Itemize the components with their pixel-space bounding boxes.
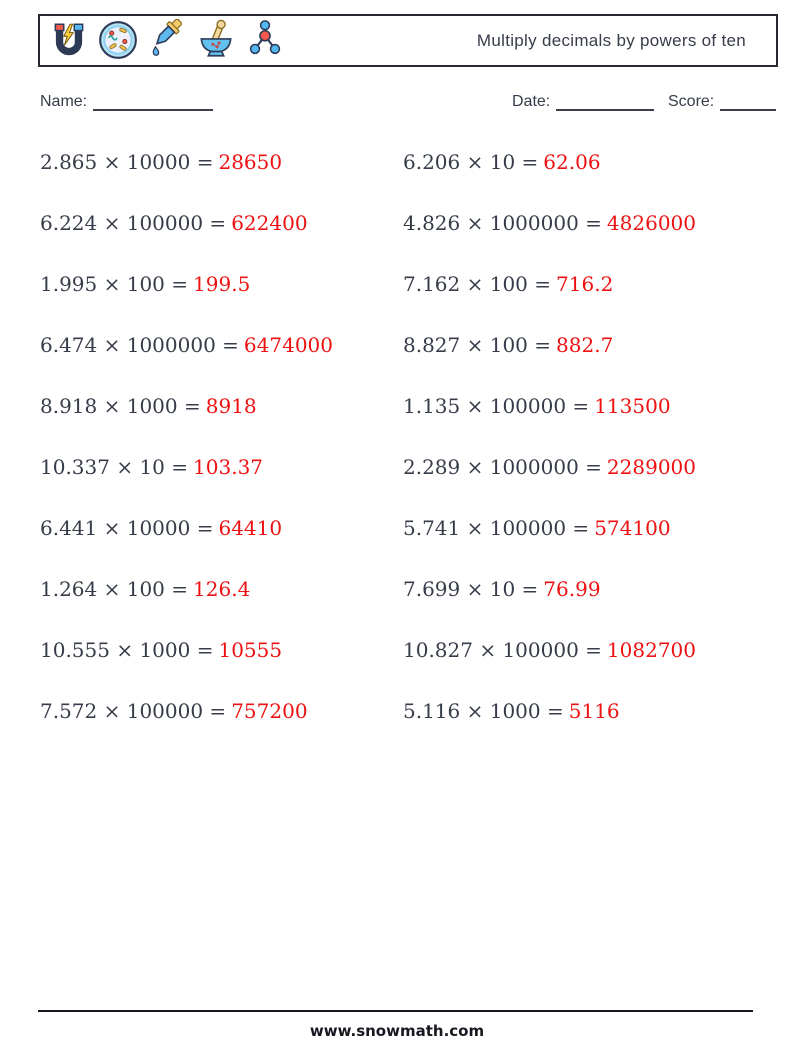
problem-expression: 6.224 × 100000 =: [40, 211, 227, 235]
problem-row: 10.555 × 1000 = 10555: [40, 637, 403, 698]
problem-row: 6.206 × 10 = 62.06: [403, 149, 766, 210]
petri-dish-icon: [99, 21, 137, 59]
problem-row: 6.474 × 1000000 = 6474000: [40, 332, 403, 393]
date-blank-line: [556, 96, 655, 111]
problem-row: 6.224 × 100000 = 622400: [40, 210, 403, 271]
problem-row: 8.827 × 100 = 882.7: [403, 332, 766, 393]
problem-answer: 126.4: [193, 577, 251, 601]
problem-expression: 2.289 × 1000000 =: [403, 455, 602, 479]
problem-expression: 5.741 × 100000 =: [403, 516, 590, 540]
worksheet-title: Multiply decimals by powers of ten: [476, 30, 746, 50]
problem-expression: 7.162 × 100 =: [403, 272, 552, 296]
score-field: Score:: [668, 93, 777, 111]
problem-row: 6.441 × 10000 = 64410: [40, 515, 403, 576]
problem-answer: 622400: [231, 211, 308, 235]
name-label: Name:: [40, 93, 88, 110]
name-field: Name:: [40, 93, 214, 111]
score-blank-line: [720, 96, 777, 111]
problem-answer: 199.5: [193, 272, 251, 296]
problem-row: 10.337 × 10 = 103.37: [40, 454, 403, 515]
problem-expression: 10.555 × 1000 =: [40, 638, 214, 662]
problem-answer: 8918: [205, 394, 257, 418]
mortar-pestle-icon: [200, 19, 232, 57]
problem-row: 5.741 × 100000 = 574100: [403, 515, 766, 576]
problem-answer: 76.99: [543, 577, 601, 601]
problem-answer: 62.06: [543, 150, 601, 174]
problem-expression: 4.826 × 1000000 =: [403, 211, 602, 235]
problem-expression: 1.995 × 100 =: [40, 272, 189, 296]
problem-expression: 8.918 × 1000 =: [40, 394, 201, 418]
problem-row: 7.699 × 10 = 76.99: [403, 576, 766, 637]
problem-expression: 10.827 × 100000 =: [403, 638, 602, 662]
problem-answer: 103.37: [193, 455, 264, 479]
problem-row: 1.264 × 100 = 126.4: [40, 576, 403, 637]
problem-answer: 4826000: [606, 211, 696, 235]
problem-row: 7.572 × 100000 = 757200: [40, 698, 403, 759]
footer-divider: [38, 1010, 753, 1012]
problems-left-column: 2.865 × 10000 = 28650 6.224 × 100000 = 622…: [40, 149, 403, 759]
science-icon-strip: [48, 19, 286, 61]
problem-expression: 6.474 × 1000000 =: [40, 333, 239, 357]
problem-answer: 716.2: [556, 272, 614, 296]
problems-grid: 2.865 × 10000 = 28650 6.224 × 100000 = 622…: [40, 149, 772, 759]
worksheet-header: Multiply decimals by powers of ten: [38, 14, 778, 67]
problem-expression: 6.441 × 10000 =: [40, 516, 214, 540]
problem-answer: 1082700: [606, 638, 696, 662]
problem-expression: 5.116 × 1000 =: [403, 699, 564, 723]
problem-answer: 574100: [594, 516, 671, 540]
problem-answer: 2289000: [606, 455, 696, 479]
problem-answer: 6474000: [243, 333, 333, 357]
problem-row: 1.135 × 100000 = 113500: [403, 393, 766, 454]
problem-row: 4.826 × 1000000 = 4826000: [403, 210, 766, 271]
problem-answer: 757200: [231, 699, 308, 723]
fields-row: Name: Date: Score:: [40, 93, 777, 119]
problem-expression: 7.572 × 100000 =: [40, 699, 227, 723]
problem-row: 8.918 × 1000 = 8918: [40, 393, 403, 454]
problem-expression: 2.865 × 10000 =: [40, 150, 214, 174]
problem-expression: 6.206 × 10 =: [403, 150, 539, 174]
problem-answer: 5116: [568, 699, 620, 723]
problem-row: 2.865 × 10000 = 28650: [40, 149, 403, 210]
problem-row: 10.827 × 100000 = 1082700: [403, 637, 766, 698]
score-label: Score:: [668, 93, 715, 110]
problem-answer: 28650: [218, 150, 283, 174]
date-field: Date:: [512, 93, 655, 111]
date-label: Date:: [512, 93, 551, 110]
problem-row: 1.995 × 100 = 199.5: [40, 271, 403, 332]
magnet-icon: [54, 23, 84, 56]
problem-row: 7.162 × 100 = 716.2: [403, 271, 766, 332]
problem-expression: 1.135 × 100000 =: [403, 394, 590, 418]
dropper-icon: [152, 19, 182, 56]
problem-answer: 10555: [218, 638, 283, 662]
problem-expression: 10.337 × 10 =: [40, 455, 189, 479]
problem-row: 2.289 × 1000000 = 2289000: [403, 454, 766, 515]
website-url: www.snowmath.com: [309, 1022, 485, 1040]
problem-row: 5.116 × 1000 = 5116: [403, 698, 766, 759]
problem-expression: 7.699 × 10 =: [403, 577, 539, 601]
molecule-icon: [249, 20, 281, 55]
name-blank-line: [93, 96, 214, 111]
problem-answer: 882.7: [556, 333, 614, 357]
problem-expression: 1.264 × 100 =: [40, 577, 189, 601]
problem-expression: 8.827 × 100 =: [403, 333, 552, 357]
problems-right-column: 6.206 × 10 = 62.06 4.826 × 1000000 = 48260…: [403, 149, 766, 759]
problem-answer: 113500: [594, 394, 671, 418]
problem-answer: 64410: [218, 516, 283, 540]
